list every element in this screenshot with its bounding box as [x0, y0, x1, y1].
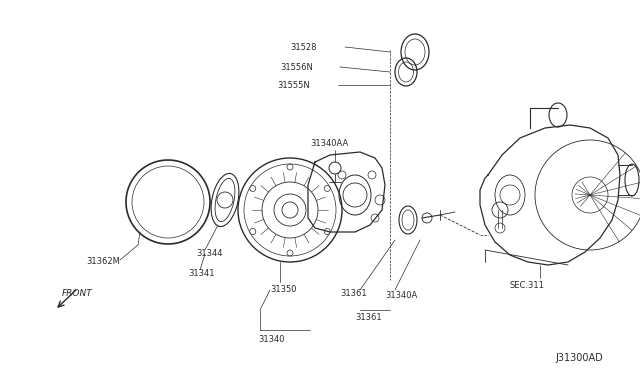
- Text: FRONT: FRONT: [62, 289, 93, 298]
- Text: J31300AD: J31300AD: [555, 353, 603, 363]
- Text: 31344: 31344: [196, 250, 223, 259]
- Text: 31362M: 31362M: [86, 257, 120, 266]
- Text: SEC.311: SEC.311: [510, 280, 545, 289]
- Text: 31556N: 31556N: [280, 62, 313, 71]
- Text: 31361: 31361: [340, 289, 367, 298]
- Text: 31555N: 31555N: [277, 80, 310, 90]
- Text: 31340A: 31340A: [385, 291, 417, 299]
- Text: 31340: 31340: [258, 336, 285, 344]
- Text: 31361: 31361: [355, 314, 381, 323]
- Text: 31528: 31528: [290, 42, 317, 51]
- Text: 31340AA: 31340AA: [310, 138, 348, 148]
- Text: 31341: 31341: [188, 269, 214, 279]
- Text: 31350: 31350: [270, 285, 296, 295]
